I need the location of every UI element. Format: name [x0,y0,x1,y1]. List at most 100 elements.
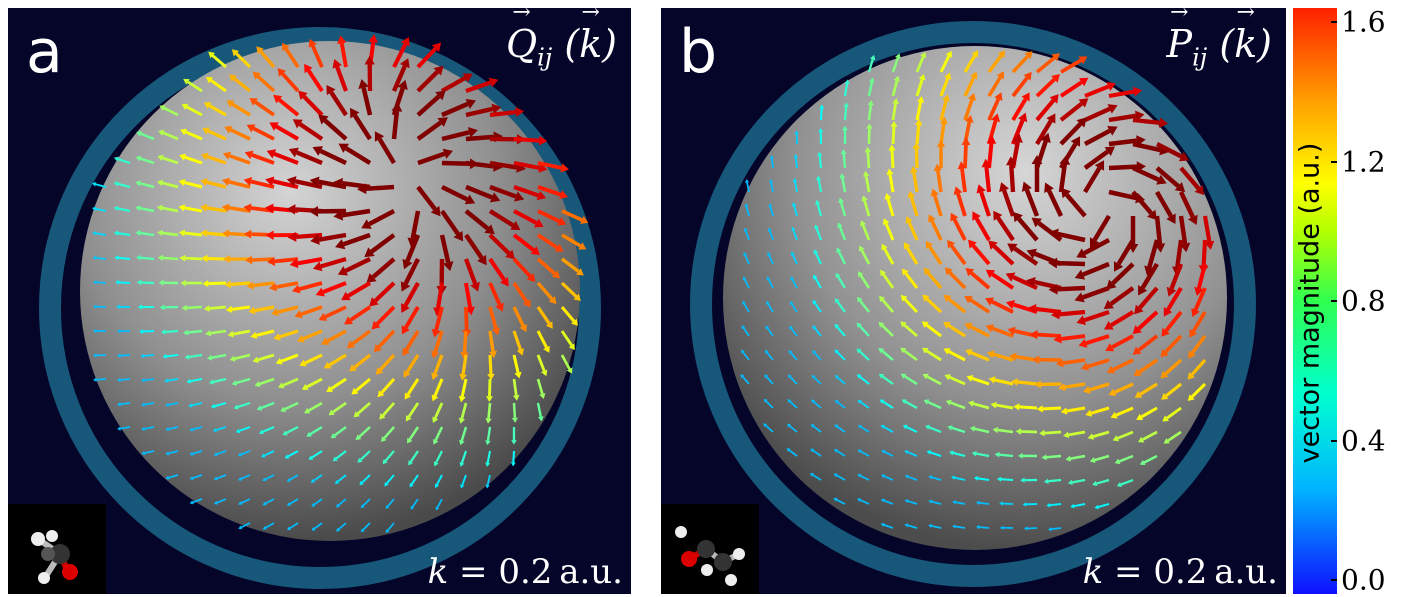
vector-arrow [466,137,494,139]
vector-arrow [1059,312,1085,314]
panel-letter: a [26,12,63,92]
vector-arrow [144,355,154,356]
vector-arrow [821,109,822,120]
k-variable: k [428,552,449,592]
vector-arrow [231,283,250,284]
colorbar-tick-label: 0.8 [1341,285,1386,318]
vector-arrow [464,331,466,352]
vector-arrow [96,379,106,380]
vector-arrow [141,282,154,283]
panel-a: a Qij (k) k = 0.2 a.u. [8,8,631,594]
panel-title: Pij (k) [1167,22,1272,72]
vector-arrow [1021,431,1037,432]
colorbar-tick-label: 0.4 [1341,424,1386,457]
title-subscript: ij [537,44,552,72]
vector-arrow [1109,167,1137,168]
vector-arrow [868,152,869,168]
vector-arrow [1051,528,1061,529]
vector-arrow [844,154,845,168]
vector-arrowhead [117,426,121,430]
colorbar-tick-label: 0.0 [1341,564,1386,597]
colorbar-tick-mark [1331,300,1337,302]
k-unit: a.u. [1214,552,1278,592]
vector-arrow [209,307,226,309]
vector-arrow [1001,479,1013,480]
vector-arrow [1133,120,1160,123]
vector-arrow [489,379,490,396]
title-argument: k [579,22,602,66]
vector-arrow [772,158,773,168]
vector-arrow [1011,165,1013,192]
vector-arrow [120,355,130,356]
vector-arrow [845,107,846,120]
vector-arrow [1057,288,1085,289]
vector-arrow [513,451,514,462]
title-argument: k [1234,22,1257,66]
vector-arrow [187,307,202,308]
vector-arrow [490,112,516,115]
vector-arrow [999,455,1013,456]
vector-arrow [143,331,154,332]
vector-arrow [466,307,467,330]
colorbar-tick-mark [1331,440,1337,442]
vector-arrow [490,355,491,374]
k-value-label: k = 0.2 a.u. [428,552,623,592]
vector-arrow [1048,480,1061,481]
vector-arrow [1045,432,1061,433]
vector-arrow [96,282,106,283]
vector-arrow [366,187,394,189]
title-symbol: Q [506,22,537,66]
vector-arrow [986,167,989,192]
vector-arrow [869,105,871,120]
colorbar-tick-mark [1331,161,1337,163]
vector-arrow [1057,263,1085,264]
vector-arrow [893,127,894,144]
vector-arrow [1019,407,1037,408]
vector-arrow [1037,335,1061,336]
k-variable: k [1083,552,1104,592]
vector-arrow [917,125,919,144]
vector-arrowhead [486,484,490,488]
vector-arrow [514,403,515,418]
vector-arrow [185,233,202,235]
vector-arrow [208,283,226,284]
vector-arrow [188,331,202,332]
panel-letter: b [679,12,717,92]
vector-arrow [166,355,178,356]
vector-arrow [1050,504,1061,505]
colorbar-label: vector magnitude (a.u.) [1295,143,1326,464]
vector-arrow [916,149,917,168]
vector-arrow [1043,408,1061,409]
vector-arrow [820,156,821,168]
vector-arrow [118,258,130,259]
vector-arrow [163,258,178,259]
ethanal-molecule-icon [8,504,106,594]
colorbar-tick-mark [1331,579,1337,581]
vector-arrow [96,258,106,259]
vector-arrowhead [745,179,749,183]
vector-arrow [120,403,130,404]
vector-arrow [514,139,539,141]
vector-arrow [442,163,470,164]
k-equals: = 0.2 [448,552,559,592]
vector-arrow [892,150,893,168]
vector-arrow [144,379,154,380]
panel-b: b Pij (k) k = 0.2 a.u. [661,8,1286,594]
vector-arrow [141,258,154,259]
title-subscript: ij [1192,44,1207,72]
vector-arrow [489,403,490,418]
vector-arrow [796,158,797,168]
vector-arrow [119,282,130,283]
vector-arrow [1157,216,1160,244]
k-equals: = 0.2 [1103,552,1214,592]
panel-title: Qij (k) [506,22,617,72]
title-symbol: P [1167,22,1193,66]
vector-arrow [979,503,989,504]
vector-arrow [965,145,966,168]
k-unit: a.u. [559,552,623,592]
colorbar-tick-mark [1331,21,1337,23]
vector-arrow [1204,240,1205,266]
vector-arrow [185,258,202,259]
vector-arrow [979,527,989,528]
